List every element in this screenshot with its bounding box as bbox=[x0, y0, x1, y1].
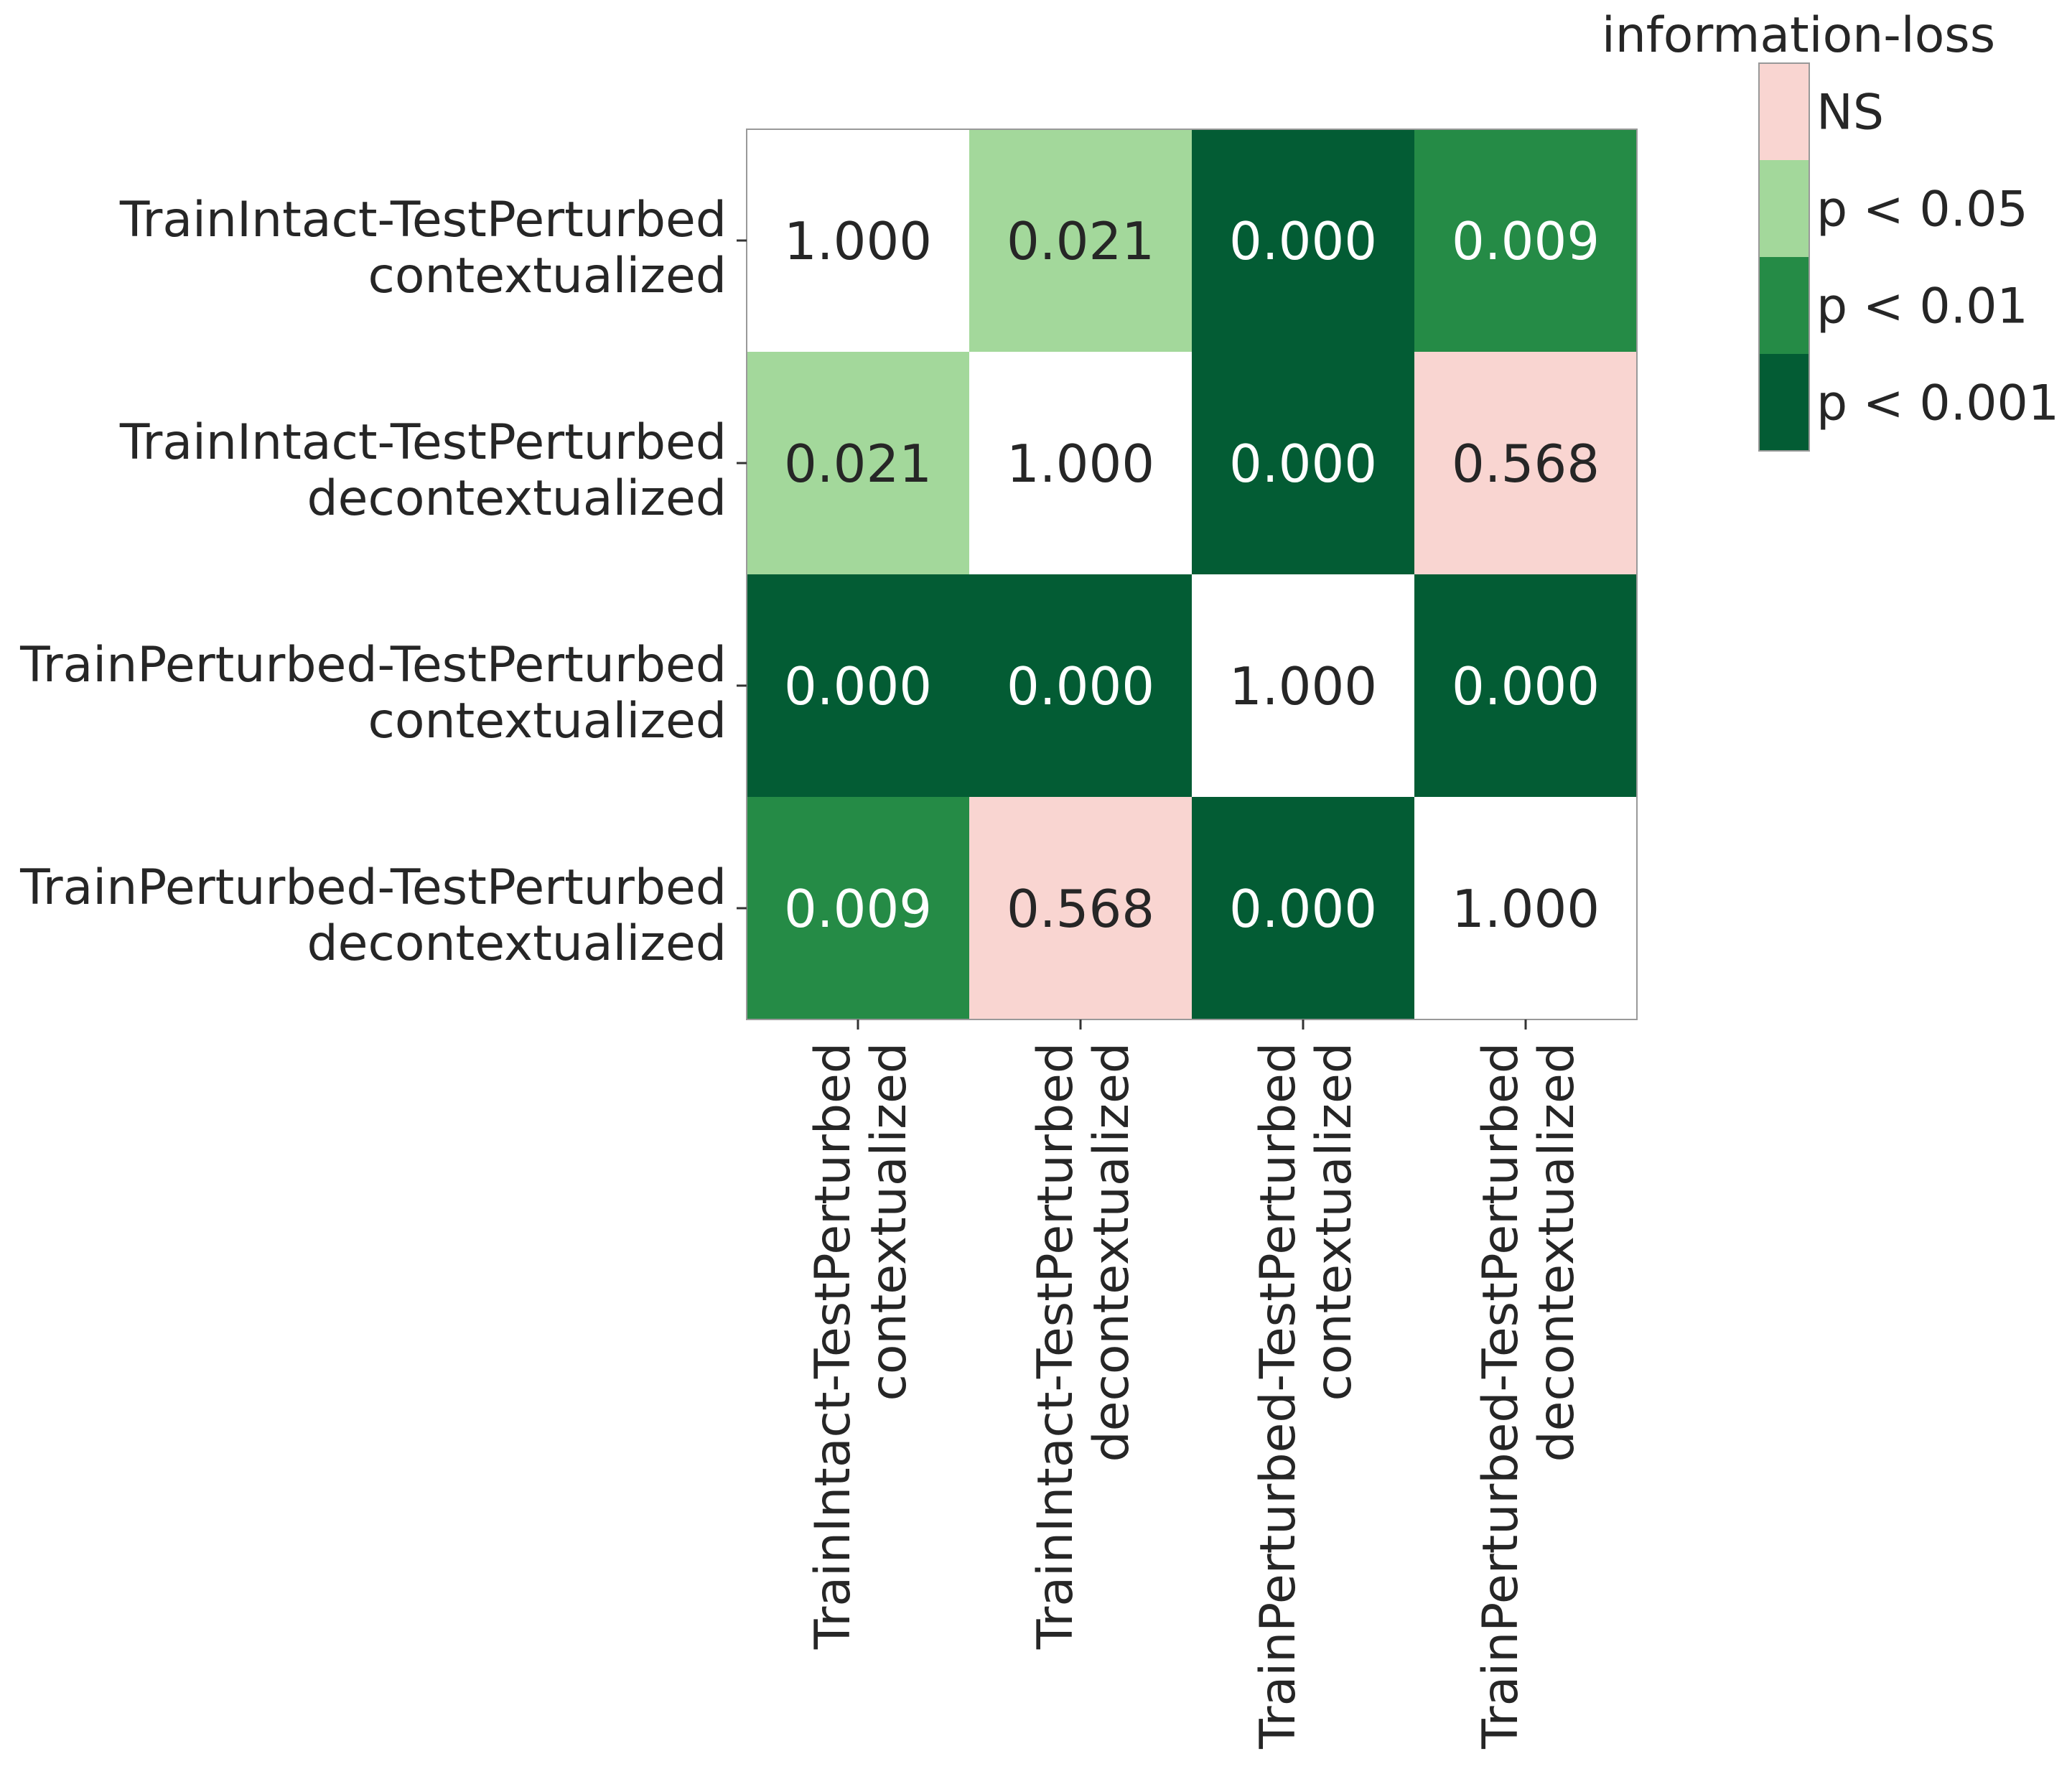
heatmap-cell-labels: 1.000 0.021 0.000 0.009 0.021 1.000 0.000 0.568… bbox=[784, 211, 1600, 939]
legend: information-loss NS p < 0.05 p < 0.01 p < 0… bbox=[1602, 7, 2059, 452]
cell-value-r0-c0: 1.000 bbox=[784, 211, 932, 271]
heatmap-cells bbox=[747, 129, 1637, 1019]
heatmap-cell-r1-c3 bbox=[1414, 352, 1637, 574]
y-axis: TrainIntact-TestPerturbed contextualized T… bbox=[19, 192, 747, 972]
cell-value-r0-c3: 0.009 bbox=[1452, 211, 1600, 271]
x-tick-label-group-1: TrainIntact-TestPerturbeddecontextualize… bbox=[1027, 1042, 1140, 1650]
cell-value-r3-c3: 1.000 bbox=[1452, 879, 1600, 939]
heatmap-cell-r0-c3 bbox=[1414, 129, 1637, 352]
cell-value-r2-c0: 0.000 bbox=[784, 656, 932, 717]
plot-border bbox=[746, 129, 1638, 1020]
cell-value-r1-c2: 0.000 bbox=[1229, 434, 1377, 494]
heatmap-cell-r3-c3 bbox=[1414, 797, 1637, 1019]
legend-title: information-loss bbox=[1602, 7, 1995, 64]
y-tick-label-3: TrainPerturbed-TestPerturbed decontextual… bbox=[19, 859, 727, 972]
legend-swatch-3 bbox=[1759, 354, 1809, 451]
x-tick-label-group-2: TrainPerturbed-TestPerturbedcontextualiz… bbox=[1250, 1042, 1363, 1750]
legend-label-0: NS bbox=[1816, 85, 1884, 141]
y-tick-label-0: TrainIntact-TestPerturbed contextualized bbox=[119, 192, 727, 304]
legend-label-2: p < 0.01 bbox=[1816, 279, 2028, 335]
cell-value-r2-c3: 0.000 bbox=[1452, 656, 1600, 717]
legend-swatch-1 bbox=[1759, 160, 1809, 257]
legend-swatch-0 bbox=[1759, 63, 1809, 160]
x-tick-label-1: TrainIntact-TestPerturbeddecontextualize… bbox=[1027, 1042, 1140, 1650]
heatmap-cell-r1-c1 bbox=[969, 352, 1192, 574]
cell-value-r2-c1: 0.000 bbox=[1007, 656, 1154, 717]
heatmap-cell-r0-c0 bbox=[747, 129, 969, 352]
heatmap-cell-r3-c0 bbox=[747, 797, 969, 1019]
heatmap-cell-r3-c2 bbox=[1192, 797, 1414, 1019]
cell-value-r1-c3: 0.568 bbox=[1452, 434, 1600, 494]
y-tick-label-2: TrainPerturbed-TestPerturbed contextualiz… bbox=[19, 637, 727, 750]
heatmap-cell-r3-c1 bbox=[969, 797, 1192, 1019]
cell-value-r3-c2: 0.000 bbox=[1229, 879, 1377, 939]
x-tick-label-group-0: TrainIntact-TestPerturbedcontextualized bbox=[805, 1042, 918, 1650]
cell-value-r3-c0: 0.009 bbox=[784, 879, 932, 939]
heatmap-cell-r2-c2 bbox=[1192, 574, 1414, 797]
legend-border bbox=[1758, 62, 1810, 452]
cell-value-r2-c2: 1.000 bbox=[1229, 656, 1377, 717]
heatmap-cell-r0-c1 bbox=[969, 129, 1192, 352]
cell-value-r3-c1: 0.568 bbox=[1007, 879, 1154, 939]
x-tick-label-0: TrainIntact-TestPerturbedcontextualized bbox=[805, 1042, 918, 1650]
heatmap-cell-r2-c3 bbox=[1414, 574, 1637, 797]
heatmap-cell-r2-c0 bbox=[747, 574, 969, 797]
x-tick-label-3: TrainPerturbed-TestPerturbeddecontextual… bbox=[1473, 1042, 1585, 1750]
y-tick-label-1: TrainIntact-TestPerturbed decontextualize… bbox=[119, 414, 727, 527]
cell-value-r0-c2: 0.000 bbox=[1229, 211, 1377, 271]
cell-value-r0-c1: 0.021 bbox=[1007, 211, 1154, 271]
heatmap-cell-r2-c1 bbox=[969, 574, 1192, 797]
x-tick-label-2: TrainPerturbed-TestPerturbedcontextualiz… bbox=[1250, 1042, 1363, 1750]
cell-value-r1-c0: 0.021 bbox=[784, 434, 932, 494]
x-axis: TrainIntact-TestPerturbedcontextualized T… bbox=[805, 1019, 1585, 1750]
cell-value-r1-c1: 1.000 bbox=[1007, 434, 1154, 494]
legend-label-3: p < 0.001 bbox=[1816, 375, 2059, 432]
x-tick-label-group-3: TrainPerturbed-TestPerturbeddecontextual… bbox=[1473, 1042, 1585, 1750]
legend-swatch-2 bbox=[1759, 257, 1809, 354]
heatmap-cell-r1-c0 bbox=[747, 352, 969, 574]
legend-label-1: p < 0.05 bbox=[1816, 182, 2028, 238]
heatmap-cell-r0-c2 bbox=[1192, 129, 1414, 352]
heatmap-cell-r1-c2 bbox=[1192, 352, 1414, 574]
